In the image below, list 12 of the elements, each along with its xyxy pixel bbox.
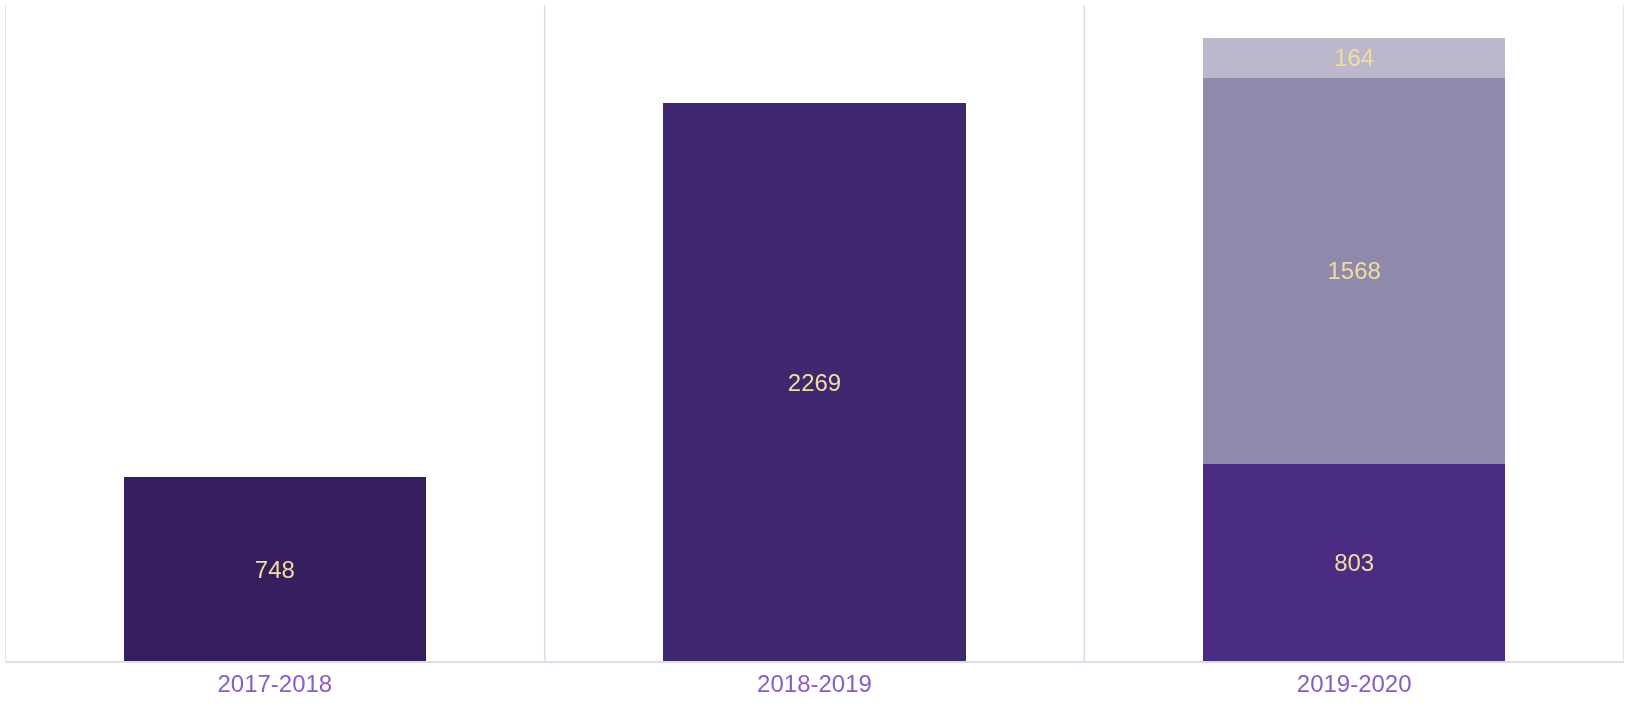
bar (123, 477, 426, 661)
bar (1203, 78, 1506, 464)
x-tick-label: 2017-2018 (217, 669, 333, 697)
x-tick-label: 2018-2019 (757, 669, 872, 697)
data-label: 1568 (1327, 257, 1381, 285)
data-label: 748 (254, 555, 295, 583)
data-label: 803 (1334, 548, 1375, 576)
x-tick-label: 2019-2020 (1296, 669, 1412, 697)
bar (1203, 463, 1506, 661)
bar (1203, 37, 1506, 79)
bar (663, 103, 966, 661)
data-label: 2269 (787, 368, 842, 396)
